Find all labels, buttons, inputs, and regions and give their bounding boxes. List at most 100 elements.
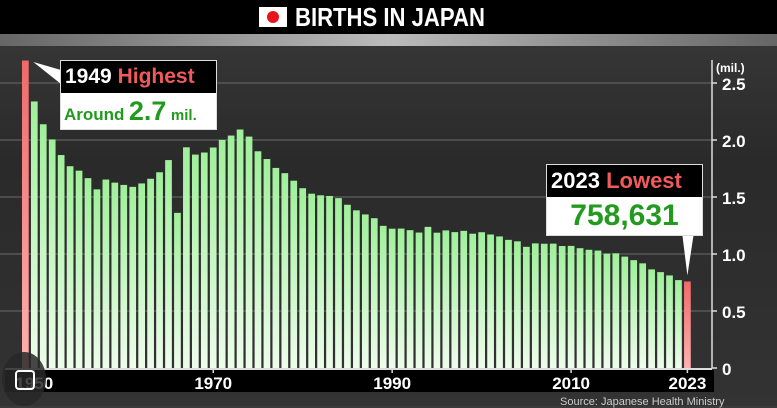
callout-highest-year: 1949 bbox=[65, 65, 112, 88]
bar-2021 bbox=[666, 275, 673, 368]
bar-2010 bbox=[567, 245, 575, 368]
bar-2012 bbox=[585, 249, 593, 368]
bar-2018 bbox=[639, 263, 647, 368]
bar-2022 bbox=[675, 280, 682, 368]
bar-2019 bbox=[648, 269, 655, 368]
bar-1990 bbox=[388, 228, 396, 368]
bar-1976 bbox=[263, 159, 271, 368]
y-tick-label: 0 bbox=[722, 360, 731, 379]
bar-2016 bbox=[621, 256, 629, 368]
chart-title: BIRTHS IN JAPAN bbox=[294, 1, 485, 32]
bar-2017 bbox=[630, 260, 638, 368]
callout-highest-unit: mil. bbox=[170, 107, 197, 124]
callout-highest-tag: Highest bbox=[117, 65, 195, 88]
bar-1964 bbox=[156, 172, 163, 368]
bar-1959 bbox=[111, 182, 119, 368]
bar-1956 bbox=[84, 178, 92, 368]
bar-1967 bbox=[183, 147, 190, 368]
japan-flag-icon bbox=[258, 7, 287, 27]
bar-1982 bbox=[317, 195, 324, 368]
bar-1993 bbox=[415, 232, 423, 368]
bar-1980 bbox=[299, 188, 307, 368]
bar-1957 bbox=[93, 189, 101, 368]
x-tick-label: 1990 bbox=[373, 374, 411, 393]
bar-1989 bbox=[379, 225, 387, 368]
bar-1958 bbox=[102, 179, 110, 368]
bar-1970 bbox=[209, 147, 217, 368]
source-text: Source: Japanese Health Ministry bbox=[560, 396, 725, 408]
bar-1951 bbox=[39, 124, 47, 368]
callout-highest: 1949 Highest Around 2.7 mil. bbox=[60, 60, 217, 130]
bar-1955 bbox=[75, 170, 83, 368]
bar-1966 bbox=[174, 212, 181, 368]
y-tick-label: 1.0 bbox=[722, 246, 746, 265]
bar-1950 bbox=[30, 101, 38, 368]
bar-2015 bbox=[612, 253, 620, 368]
bar-2003 bbox=[505, 239, 512, 368]
bar-1985 bbox=[344, 204, 351, 368]
bar-1968 bbox=[191, 154, 199, 368]
bar-2008 bbox=[549, 243, 557, 368]
bar-1952 bbox=[48, 139, 56, 368]
bar-1997 bbox=[451, 232, 459, 368]
y-tick-label: 2.5 bbox=[722, 75, 746, 94]
callout-highest-pointer bbox=[33, 62, 61, 84]
bar-1960 bbox=[120, 184, 128, 368]
bar-2005 bbox=[523, 246, 530, 368]
bar-1981 bbox=[308, 193, 316, 368]
bar-1969 bbox=[200, 152, 208, 368]
bar-2020 bbox=[657, 272, 664, 368]
bar-1996 bbox=[442, 230, 450, 368]
bar-2004 bbox=[514, 241, 521, 368]
x-tick-label: 2023 bbox=[668, 374, 706, 393]
bar-1974 bbox=[245, 136, 253, 368]
bar-1983 bbox=[326, 195, 333, 368]
header: BIRTHS IN JAPAN bbox=[0, 0, 777, 34]
callout-highest-value: 2.7 bbox=[128, 96, 167, 126]
header-band bbox=[0, 34, 777, 46]
bar-1972 bbox=[227, 135, 235, 368]
bar-1992 bbox=[406, 230, 414, 368]
bar-1995 bbox=[433, 232, 441, 368]
bar-2007 bbox=[540, 243, 548, 368]
x-tick-label: 2010 bbox=[552, 374, 590, 393]
callout-lowest-pointer bbox=[682, 232, 694, 276]
bar-1954 bbox=[66, 166, 74, 368]
bar-2009 bbox=[558, 246, 566, 368]
callout-lowest-year: 2023 bbox=[551, 168, 600, 193]
bar-2014 bbox=[603, 253, 611, 368]
bar-1988 bbox=[370, 218, 378, 368]
camera-lens-icon[interactable] bbox=[2, 352, 46, 406]
callout-lowest: 2023 Lowest 758,631 bbox=[546, 164, 703, 236]
y-tick-label: 1.5 bbox=[722, 189, 746, 208]
bar-1971 bbox=[218, 139, 226, 368]
bar-1949 bbox=[22, 60, 29, 369]
bar-1977 bbox=[272, 167, 280, 368]
bar-1999 bbox=[469, 233, 477, 368]
bar-1987 bbox=[361, 214, 369, 368]
callout-lowest-value: 758,631 bbox=[570, 199, 679, 232]
bar-1965 bbox=[165, 160, 172, 368]
bar-1994 bbox=[424, 226, 432, 368]
bar-1962 bbox=[138, 183, 146, 368]
bar-1979 bbox=[290, 180, 298, 368]
bar-1978 bbox=[281, 173, 289, 368]
y-tick-label: 0.5 bbox=[722, 303, 746, 322]
bar-1991 bbox=[397, 228, 405, 368]
bar-1973 bbox=[236, 129, 244, 368]
bar-2023 bbox=[684, 281, 691, 368]
bar-1998 bbox=[460, 230, 468, 368]
bar-1986 bbox=[353, 210, 360, 368]
bar-2002 bbox=[496, 236, 503, 368]
callout-lowest-tag: Lowest bbox=[606, 168, 682, 193]
bar-2006 bbox=[531, 243, 539, 368]
y-tick-label: 2.0 bbox=[722, 132, 746, 151]
y-axis-unit: (mil.) bbox=[716, 61, 745, 75]
bar-2000 bbox=[478, 232, 485, 368]
bar-2011 bbox=[576, 248, 584, 368]
bar-1984 bbox=[335, 198, 342, 368]
bar-1953 bbox=[57, 155, 65, 368]
x-tick-label: 1970 bbox=[194, 374, 232, 393]
bar-2001 bbox=[487, 234, 494, 368]
